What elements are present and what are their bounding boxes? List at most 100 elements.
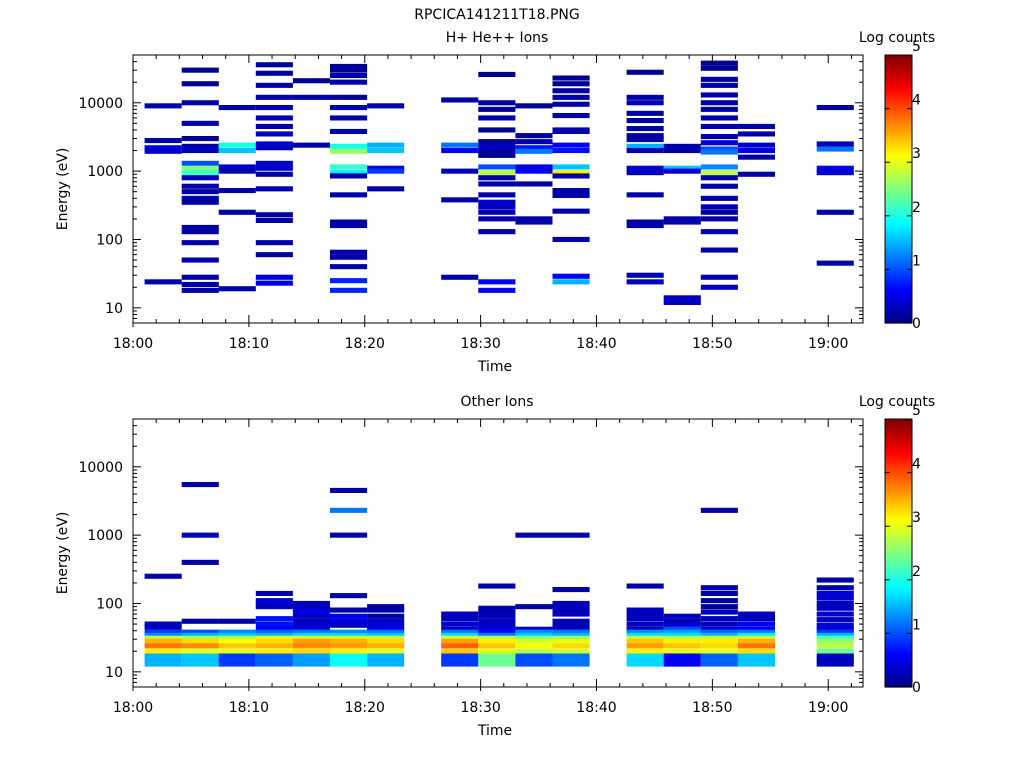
heatmap-cell [626,629,664,635]
heatmap-cell [552,600,590,606]
colorbar-step [885,206,912,210]
x-tick-label: 18:10 [229,336,269,352]
heatmap-cell [367,657,405,663]
colorbar-step [885,501,912,505]
heatmap-cell [626,626,664,632]
colorbar-step [885,300,912,304]
heatmap-cell [478,71,516,77]
heatmap-cell [330,67,368,73]
heatmap-cell [330,607,368,613]
heatmap-cell [700,616,738,622]
heatmap-cell [441,142,479,148]
colorbar-step [885,320,912,324]
heatmap-cell [663,629,701,635]
heatmap-cell [700,92,738,98]
heatmap-cell [552,648,590,654]
colorbar-step [885,238,912,241]
colorbar-step [885,577,912,581]
heatmap-cell [700,146,738,152]
colorbar-step [885,242,912,246]
heatmap-cell [700,609,738,615]
heatmap-cell [552,81,590,87]
heatmap-cell [255,635,293,641]
heatmap-cell [663,165,701,171]
heatmap-cell [367,142,405,148]
colorbar-step [885,79,912,83]
heatmap-cell [292,94,330,100]
colorbar-tick-label: 5 [912,403,921,419]
heatmap-cell [700,604,738,610]
heatmap-cell [663,219,701,225]
colorbar-step [885,211,912,215]
colorbar-step [885,92,912,96]
heatmap-cell [700,209,738,215]
heatmap-cell [816,141,854,147]
chart-title: H+ He++ Ions [446,30,549,46]
heatmap-cell [515,219,553,225]
colorbar-step [885,644,912,648]
heatmap-cell [181,175,219,181]
heatmap-cell [626,148,664,154]
heatmap-cell [181,143,219,149]
heatmap-cell [737,653,775,659]
heatmap-cell [700,643,738,649]
heatmap-cell [816,170,854,176]
heatmap-cell [626,94,664,100]
heatmap-cell [478,192,516,198]
colorbar-step [885,673,912,677]
heatmap-cell [552,629,590,635]
heatmap-cell [181,229,219,235]
heatmap-cell [367,661,405,667]
colorbar-step [885,209,912,212]
heatmap-cell [478,199,516,205]
heatmap-cell [663,638,701,644]
heatmap-cell [330,192,368,198]
heatmap-cell [181,148,219,154]
heatmap-cell [626,661,664,667]
heatmap-cell [737,629,775,635]
heatmap-cell [367,618,405,624]
heatmap-cell [255,141,293,147]
heatmap-cell [816,577,854,583]
colorbar-step [885,443,912,447]
colorbar-tick-label: 1 [912,253,921,269]
colorbar-tick-label: 3 [912,510,921,526]
heatmap-cell [441,632,479,638]
heatmap-cell [552,94,590,100]
heatmap-cell [218,105,256,111]
heatmap-cell [330,164,368,170]
heatmap-cell [737,171,775,177]
colorbar-step [885,81,912,85]
heatmap-cell [181,199,219,205]
heatmap-cell [552,142,590,148]
heatmap-cell [181,287,219,293]
x-tick-label: 18:10 [229,700,269,716]
colorbar-step [885,530,912,534]
heatmap-cell [367,626,405,632]
colorbar-step [885,519,912,523]
heatmap-cell [700,590,738,596]
heatmap-cell [255,165,293,171]
heatmap-cell [737,131,775,137]
heatmap-cell [367,186,405,192]
heatmap-cell [181,189,219,195]
heatmap-cell [144,632,182,638]
colorbar-step [885,280,912,284]
heatmap-cell [700,274,738,280]
x-axis-label: Time [477,723,512,739]
heatmap-cell [292,653,330,659]
colorbar-step [885,184,912,188]
colorbar-step [885,510,912,514]
heatmap-cell [816,629,854,635]
colorbar-step [885,293,912,297]
heatmap-cell [515,145,553,151]
heatmap-cell [181,635,219,641]
heatmap-cell [255,82,293,88]
heatmap-cell [367,653,405,659]
heatmap-cell [515,133,553,139]
heatmap-cell [478,622,516,628]
heatmap-cell [255,590,293,596]
heatmap-cell [700,115,738,121]
heatmap-cell [330,79,368,85]
